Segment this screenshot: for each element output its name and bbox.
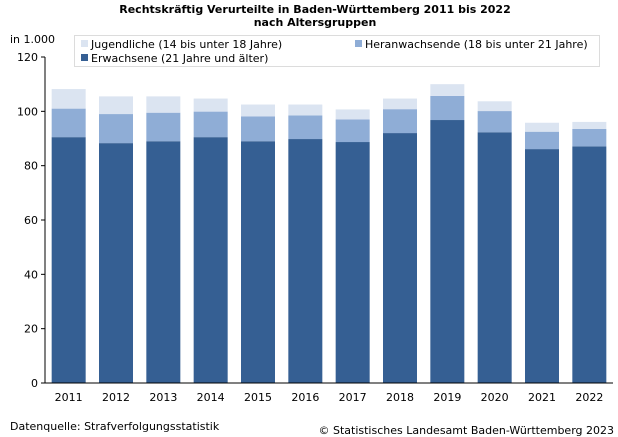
bar-segment-erwachsene bbox=[477, 132, 512, 383]
bar-segment-heranwachsende bbox=[241, 116, 275, 142]
legend-swatch-heranwachsende bbox=[355, 40, 362, 47]
chart-title-line2: nach Altersgruppen bbox=[253, 16, 377, 29]
x-tick-label: 2022 bbox=[575, 391, 603, 404]
y-tick-label: 40 bbox=[24, 268, 38, 281]
bar-segment-jugendliche bbox=[99, 96, 133, 115]
copyright-note: © Statistisches Landesamt Baden-Württemb… bbox=[318, 424, 614, 437]
bar-segment-jugendliche bbox=[430, 84, 465, 96]
bar-segment-jugendliche bbox=[383, 98, 417, 110]
bar-segment-jugendliche bbox=[335, 109, 370, 120]
x-tick-label: 2012 bbox=[102, 391, 130, 404]
x-tick-label: 2014 bbox=[197, 391, 225, 404]
bar-segment-heranwachsende bbox=[525, 131, 559, 150]
x-tick-label: 2013 bbox=[149, 391, 177, 404]
y-tick-label: 120 bbox=[17, 51, 38, 64]
bar-segment-jugendliche bbox=[288, 104, 323, 116]
bar-segment-jugendliche bbox=[146, 96, 181, 113]
legend-swatch-erwachsene bbox=[81, 54, 88, 61]
bar-segment-erwachsene bbox=[146, 141, 181, 383]
bar-segment-jugendliche bbox=[241, 104, 275, 117]
bar-segment-erwachsene bbox=[572, 146, 607, 383]
x-tick-label: 2011 bbox=[55, 391, 83, 404]
y-tick-label: 100 bbox=[17, 105, 38, 118]
data-source-note: Datenquelle: Strafverfolgungsstatistik bbox=[10, 420, 220, 433]
bar-segment-erwachsene bbox=[525, 149, 559, 383]
x-tick-label: 2018 bbox=[386, 391, 414, 404]
x-tick-label: 2019 bbox=[433, 391, 461, 404]
chart-title-line1: Rechtskräftig Verurteilte in Baden-Württ… bbox=[119, 3, 511, 16]
x-tick-label: 2021 bbox=[528, 391, 556, 404]
bar-segment-erwachsene bbox=[288, 139, 323, 383]
legend-label-heranwachsende: Heranwachsende (18 bis unter 21 Jahre) bbox=[365, 38, 588, 51]
bar-segment-heranwachsende bbox=[430, 95, 465, 121]
legend-item-heranwachsende: Heranwachsende (18 bis unter 21 Jahre) bbox=[355, 38, 588, 51]
bar-segment-heranwachsende bbox=[572, 128, 607, 147]
x-tick-label: 2015 bbox=[244, 391, 272, 404]
bar-segment-heranwachsende bbox=[477, 111, 512, 133]
legend: Jugendliche (14 bis unter 18 Jahre) Hera… bbox=[74, 35, 600, 67]
bar-segment-erwachsene bbox=[430, 120, 465, 383]
x-tick-label: 2020 bbox=[481, 391, 509, 404]
bar-segment-erwachsene bbox=[193, 137, 228, 383]
bar-segment-erwachsene bbox=[51, 137, 86, 383]
chart-title: Rechtskräftig Verurteilte in Baden-Württ… bbox=[0, 3, 618, 29]
y-tick-label: 20 bbox=[24, 323, 38, 336]
bar-segment-heranwachsende bbox=[99, 114, 133, 144]
y-tick-label: 0 bbox=[31, 377, 38, 390]
bar-segment-heranwachsende bbox=[288, 115, 323, 140]
bar-segment-heranwachsende bbox=[51, 108, 86, 138]
y-tick-label: 80 bbox=[24, 160, 38, 173]
x-tick-label: 2017 bbox=[339, 391, 367, 404]
bar-segment-jugendliche bbox=[525, 122, 559, 132]
bar-segment-jugendliche bbox=[477, 101, 512, 112]
legend-label-jugendliche: Jugendliche (14 bis unter 18 Jahre) bbox=[91, 38, 283, 51]
bar-segment-erwachsene bbox=[335, 142, 370, 383]
legend-item-jugendliche: Jugendliche (14 bis unter 18 Jahre) bbox=[81, 38, 282, 51]
bar-segment-heranwachsende bbox=[383, 109, 417, 134]
bar-segment-jugendliche bbox=[193, 98, 228, 112]
x-tick-label: 2016 bbox=[291, 391, 319, 404]
legend-item-erwachsene: Erwachsene (21 Jahre und älter) bbox=[81, 52, 268, 65]
bar-segment-erwachsene bbox=[241, 141, 275, 383]
bar-segment-jugendliche bbox=[51, 89, 86, 109]
bar-segment-jugendliche bbox=[572, 121, 607, 129]
bar-segment-erwachsene bbox=[383, 133, 417, 383]
bar-segment-heranwachsende bbox=[193, 111, 228, 138]
bar-segment-heranwachsende bbox=[146, 112, 181, 142]
legend-swatch-jugendliche bbox=[81, 40, 88, 47]
y-tick-label: 60 bbox=[24, 214, 38, 227]
bar-segment-erwachsene bbox=[99, 143, 133, 383]
y-axis-unit-label: in 1.000 bbox=[10, 33, 56, 46]
bar-segment-heranwachsende bbox=[335, 119, 370, 143]
legend-label-erwachsene: Erwachsene (21 Jahre und älter) bbox=[91, 52, 269, 65]
